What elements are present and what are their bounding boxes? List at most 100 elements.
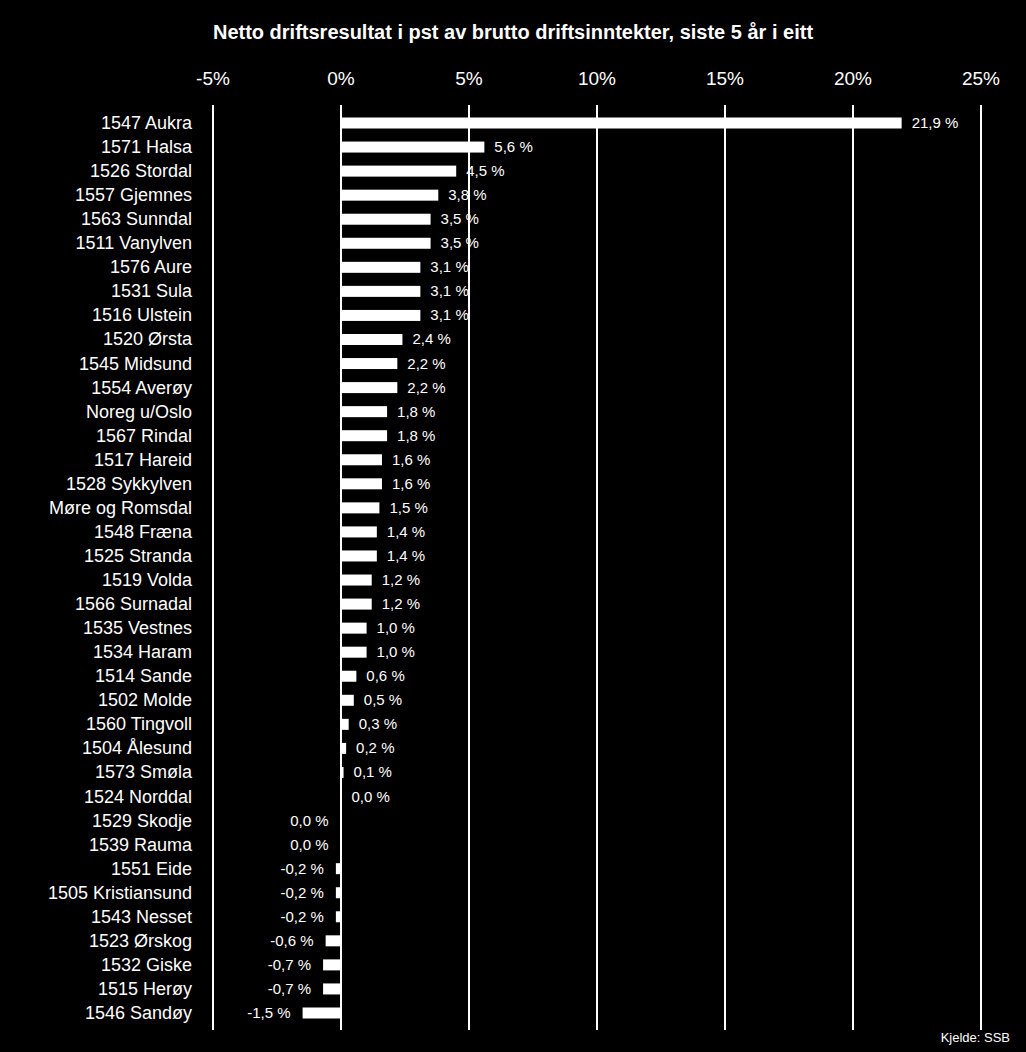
category-label: 1525 Stranda	[84, 546, 193, 566]
bar	[323, 983, 341, 994]
data-label: 1,5 %	[389, 499, 427, 516]
data-label: 0,3 %	[359, 715, 397, 732]
axis-line	[213, 1030, 981, 1031]
category-label: 1524 Norddal	[84, 787, 192, 807]
bar	[341, 142, 484, 153]
grid-line	[852, 105, 854, 1030]
bars	[303, 118, 902, 1019]
tick-label: 20%	[834, 68, 872, 89]
category-label: 1560 Tingvoll	[86, 714, 192, 734]
chart: Netto driftsresultat i pst av brutto dri…	[0, 0, 1026, 1052]
data-label: 1,8 %	[397, 403, 435, 420]
category-label: 1571 Halsa	[101, 137, 193, 157]
data-label: -0,7 %	[268, 980, 311, 997]
data-label: 3,8 %	[448, 186, 486, 203]
data-label: 2,4 %	[412, 330, 450, 347]
category-label: Møre og Romsdal	[49, 498, 192, 518]
bar	[341, 118, 902, 129]
category-label: 1543 Nesset	[91, 907, 192, 927]
data-label: -0,2 %	[281, 908, 324, 925]
bar	[341, 719, 349, 730]
category-label: 1526 Stordal	[90, 161, 192, 181]
category-label: 1516 Ulstein	[92, 305, 192, 325]
data-label: 0,2 %	[356, 739, 394, 756]
bar	[341, 575, 372, 586]
category-label: 1546 Sandøy	[85, 1003, 192, 1023]
category-label: 1551 Eide	[111, 859, 192, 879]
bar	[341, 526, 377, 537]
bar	[326, 935, 341, 946]
category-label: 1523 Ørskog	[89, 931, 192, 951]
data-label: 1,4 %	[387, 523, 425, 540]
tick-label: -5%	[196, 68, 230, 89]
bar	[340, 839, 342, 850]
bar	[341, 190, 438, 201]
category-label: 1502 Molde	[98, 690, 192, 710]
category-label: 1545 Midsund	[79, 354, 192, 374]
data-label: 4,5 %	[466, 162, 504, 179]
grid-line	[724, 105, 726, 1030]
bar	[341, 695, 354, 706]
category-label: 1519 Volda	[102, 570, 193, 590]
data-label: 2,2 %	[407, 379, 445, 396]
category-label: 1517 Hareid	[94, 450, 192, 470]
category-label: 1532 Giske	[101, 955, 192, 975]
category-label: 1539 Rauma	[89, 835, 193, 855]
data-label: -0,7 %	[268, 956, 311, 973]
data-label: 3,5 %	[441, 210, 479, 227]
category-label: 1529 Skodje	[92, 811, 192, 831]
bar	[341, 166, 456, 177]
category-label: 1535 Vestnes	[83, 618, 192, 638]
data-label: 5,6 %	[494, 138, 532, 155]
bar	[341, 334, 402, 345]
source-note: Kjelde: SSB	[941, 1030, 1010, 1045]
bar	[341, 262, 420, 273]
data-label: 21,9 %	[912, 114, 959, 131]
bar	[341, 767, 344, 778]
data-label: 2,2 %	[407, 355, 445, 372]
category-label: 1534 Haram	[93, 642, 192, 662]
data-label: 1,8 %	[397, 427, 435, 444]
grid-line	[212, 105, 214, 1030]
category-label: 1566 Surnadal	[75, 594, 192, 614]
bar	[336, 863, 341, 874]
bar	[341, 550, 377, 561]
category-label: 1576 Aure	[110, 257, 192, 277]
category-label: Noreg u/Oslo	[86, 402, 192, 422]
category-label: 1515 Herøy	[98, 979, 192, 999]
data-label: 3,1 %	[430, 258, 468, 275]
bar	[341, 286, 420, 297]
category-label: 1573 Smøla	[95, 762, 193, 782]
category-label: 1504 Ålesund	[82, 738, 192, 758]
data-label: 0,5 %	[364, 691, 402, 708]
grid	[213, 105, 981, 1030]
bar	[341, 647, 367, 658]
bar	[341, 358, 397, 369]
data-label: 1,6 %	[392, 475, 430, 492]
bar	[341, 406, 387, 417]
bar	[341, 430, 387, 441]
tick-label: 15%	[706, 68, 744, 89]
data-label: 3,1 %	[430, 282, 468, 299]
tick-label: 0%	[327, 68, 355, 89]
data-label: 1,6 %	[392, 451, 430, 468]
data-label: 3,5 %	[441, 234, 479, 251]
data-label: -1,5 %	[247, 1004, 290, 1021]
grid-line	[980, 105, 982, 1030]
category-label: 1505 Kristiansund	[48, 883, 192, 903]
bar	[303, 1008, 341, 1019]
bar	[340, 815, 342, 826]
category-label: 1554 Averøy	[91, 378, 192, 398]
data-label: 1,0 %	[377, 619, 415, 636]
data-label: 0,0 %	[352, 788, 390, 805]
data-label: 1,4 %	[387, 547, 425, 564]
category-label: 1511 Vanylven	[76, 233, 192, 253]
category-label: 1520 Ørsta	[103, 329, 193, 349]
bar	[336, 887, 341, 898]
data-label: 1,2 %	[382, 595, 420, 612]
bar	[341, 671, 356, 682]
bar	[341, 214, 431, 225]
category-label: 1557 Gjemnes	[75, 185, 192, 205]
tick-label: 25%	[962, 68, 1000, 89]
data-label: 0,1 %	[354, 763, 392, 780]
